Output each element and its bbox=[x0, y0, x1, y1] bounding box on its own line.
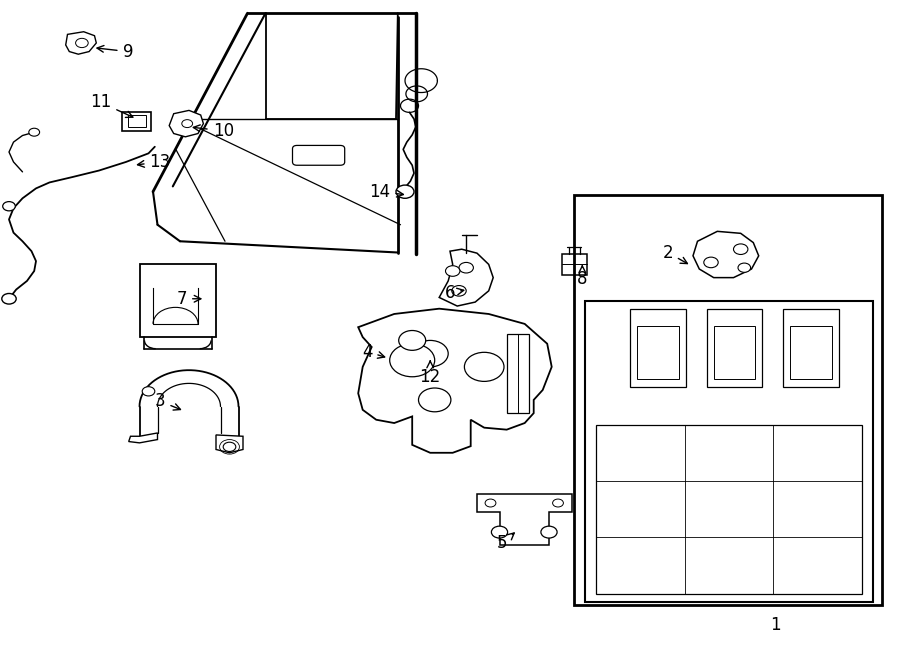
Bar bbox=[507, 334, 529, 413]
Text: 5: 5 bbox=[497, 533, 514, 553]
Circle shape bbox=[399, 330, 426, 350]
Text: 10: 10 bbox=[194, 122, 234, 140]
Circle shape bbox=[464, 352, 504, 381]
Polygon shape bbox=[66, 32, 96, 54]
Bar bbox=[596, 425, 862, 594]
Text: 9: 9 bbox=[97, 42, 133, 61]
Polygon shape bbox=[216, 435, 243, 453]
Polygon shape bbox=[169, 110, 203, 137]
Text: 6: 6 bbox=[445, 284, 464, 302]
Bar bbox=[562, 254, 587, 275]
Circle shape bbox=[446, 266, 460, 276]
Circle shape bbox=[401, 332, 459, 375]
Text: 11: 11 bbox=[90, 93, 133, 118]
Circle shape bbox=[396, 185, 414, 198]
Text: 2: 2 bbox=[662, 243, 688, 264]
Bar bbox=[630, 309, 686, 387]
Circle shape bbox=[738, 263, 751, 272]
Text: 1: 1 bbox=[770, 615, 781, 634]
Text: 8: 8 bbox=[577, 266, 588, 288]
Circle shape bbox=[452, 286, 466, 296]
Text: 12: 12 bbox=[419, 361, 441, 386]
Circle shape bbox=[734, 244, 748, 254]
Bar bbox=[783, 309, 839, 387]
Text: 4: 4 bbox=[362, 342, 384, 361]
Text: 7: 7 bbox=[176, 290, 201, 308]
Polygon shape bbox=[477, 494, 572, 545]
Polygon shape bbox=[129, 433, 158, 443]
Circle shape bbox=[76, 38, 88, 48]
Text: 13: 13 bbox=[138, 153, 171, 171]
Circle shape bbox=[541, 526, 557, 538]
Circle shape bbox=[485, 499, 496, 507]
Circle shape bbox=[390, 344, 435, 377]
Circle shape bbox=[2, 293, 16, 304]
Circle shape bbox=[704, 257, 718, 268]
Circle shape bbox=[182, 120, 193, 128]
Circle shape bbox=[418, 388, 451, 412]
Bar bbox=[140, 264, 216, 337]
Text: 14: 14 bbox=[369, 182, 403, 201]
Bar bbox=[585, 301, 873, 602]
Polygon shape bbox=[358, 309, 552, 453]
Bar bbox=[574, 195, 882, 605]
Circle shape bbox=[459, 262, 473, 273]
Circle shape bbox=[29, 128, 40, 136]
Bar bbox=[122, 112, 151, 131]
Circle shape bbox=[412, 340, 448, 367]
Bar bbox=[790, 326, 832, 379]
Polygon shape bbox=[693, 231, 759, 278]
Bar bbox=[128, 115, 146, 127]
Bar bbox=[706, 309, 762, 387]
Circle shape bbox=[142, 387, 155, 396]
Circle shape bbox=[491, 526, 508, 538]
Bar bbox=[714, 326, 755, 379]
Bar bbox=[637, 326, 679, 379]
Circle shape bbox=[223, 442, 236, 451]
Text: 3: 3 bbox=[155, 392, 181, 410]
Circle shape bbox=[553, 499, 563, 507]
Polygon shape bbox=[439, 249, 493, 306]
Circle shape bbox=[3, 202, 15, 211]
